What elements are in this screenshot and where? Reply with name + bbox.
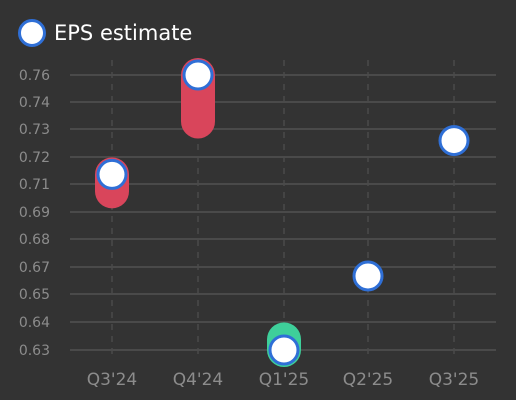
estimate-point [438, 125, 470, 157]
estimate-point [182, 59, 214, 91]
x-tick-label: Q2'25 [343, 370, 394, 390]
y-tick-label: 0.65 [19, 287, 50, 303]
y-tick-label: 0.68 [19, 232, 50, 248]
y-tick-label: 0.69 [19, 205, 50, 221]
legend-marker-icon [18, 19, 46, 47]
y-tick-label: 0.63 [19, 343, 50, 359]
legend[interactable]: EPS estimate [18, 19, 192, 47]
y-tick-label: 0.76 [19, 68, 50, 84]
y-tick-label: 0.74 [19, 95, 50, 111]
x-tick-label: Q3'24 [87, 370, 138, 390]
y-tick-label: 0.71 [19, 177, 50, 193]
estimate-point [268, 334, 300, 366]
legend-label: EPS estimate [54, 21, 193, 45]
y-tick-label: 0.73 [19, 122, 50, 138]
estimate-point [96, 158, 128, 190]
x-tick-label: Q4'24 [173, 370, 224, 390]
estimate-point [352, 260, 384, 292]
y-tick-label: 0.64 [19, 315, 50, 331]
y-tick-label: 0.67 [19, 260, 50, 276]
x-tick-label: Q1'25 [259, 370, 310, 390]
x-tick-label: Q3'25 [429, 370, 480, 390]
y-tick-label: 0.72 [19, 150, 50, 166]
